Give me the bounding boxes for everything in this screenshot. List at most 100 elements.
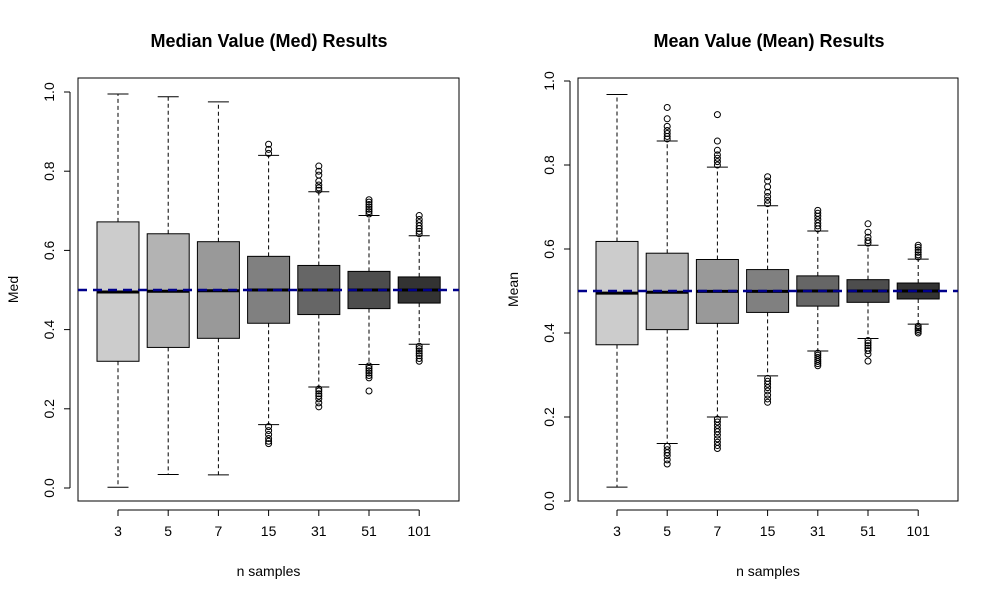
y-tick-label: 0.0 bbox=[541, 491, 557, 511]
outlier-point bbox=[814, 360, 822, 368]
outlier-point bbox=[663, 115, 671, 123]
outlier-point bbox=[663, 103, 671, 111]
outlier-point bbox=[265, 145, 273, 153]
outlier-point bbox=[265, 431, 273, 439]
outlier-point bbox=[914, 241, 922, 249]
outlier-point bbox=[315, 399, 323, 407]
outlier-point bbox=[365, 200, 373, 208]
outlier-point bbox=[315, 385, 323, 393]
outlier-point bbox=[713, 158, 721, 166]
outlier-point bbox=[415, 349, 423, 357]
y-axis-label: Med bbox=[5, 276, 21, 303]
x-tick-label: 7 bbox=[215, 523, 223, 539]
outlier-point bbox=[764, 173, 772, 181]
outlier-point bbox=[713, 435, 721, 443]
outlier-point bbox=[415, 230, 423, 238]
y-tick-label: 0.8 bbox=[541, 155, 557, 175]
x-tick-label: 15 bbox=[261, 523, 277, 539]
outlier-point bbox=[764, 380, 772, 388]
x-tick-label: 7 bbox=[714, 523, 722, 539]
outlier-point bbox=[315, 167, 323, 175]
outlier-point bbox=[365, 210, 373, 218]
outlier-point bbox=[315, 184, 323, 192]
chart-title: Mean Value (Mean) Results bbox=[653, 31, 884, 51]
box-15 bbox=[247, 140, 291, 448]
outlier-point bbox=[415, 342, 423, 350]
outlier-point bbox=[713, 111, 721, 119]
outlier-point bbox=[315, 395, 323, 403]
outlier-point bbox=[265, 427, 273, 435]
y-tick-label: 1.0 bbox=[541, 71, 557, 91]
outlier-point bbox=[914, 248, 922, 256]
outlier-point bbox=[713, 146, 721, 154]
outlier-point bbox=[663, 122, 671, 130]
outlier-point bbox=[365, 362, 373, 370]
chart-title: Median Value (Med) Results bbox=[150, 31, 387, 51]
chart-panel-1: Median Value (Med) Results 0.0 0.2 0.4 0.6 0.… bbox=[5, 31, 460, 579]
x-tick-label: 31 bbox=[810, 523, 826, 539]
outlier-point bbox=[663, 449, 671, 457]
outlier-point bbox=[265, 423, 273, 431]
box-51 bbox=[846, 220, 890, 365]
outlier-point bbox=[365, 369, 373, 377]
outlier-point bbox=[663, 452, 671, 460]
outlier-point bbox=[713, 161, 721, 169]
y-tick-label: 0.2 bbox=[541, 407, 557, 427]
outlier-point bbox=[814, 206, 822, 214]
y-axis-label: Mean bbox=[505, 272, 521, 307]
box-51 bbox=[347, 196, 391, 395]
y-tick-label: 0.4 bbox=[41, 320, 57, 340]
y-tick-label: 0.4 bbox=[541, 323, 557, 343]
outlier-point bbox=[864, 228, 872, 236]
chart-panel-2: Mean Value (Mean) Results 0.0 0.2 0.4 0.6 0.8… bbox=[505, 31, 959, 579]
outlier-point bbox=[713, 137, 721, 145]
box-15 bbox=[746, 173, 790, 406]
outlier-point bbox=[764, 384, 772, 392]
outlier-point bbox=[415, 355, 423, 363]
outlier-point bbox=[365, 372, 373, 380]
outlier-point bbox=[365, 367, 373, 375]
box-5 bbox=[645, 103, 689, 468]
outlier-point bbox=[315, 392, 323, 400]
outlier-point bbox=[415, 219, 423, 227]
outlier-point bbox=[864, 339, 872, 347]
outlier-point bbox=[914, 243, 922, 251]
outlier-point bbox=[914, 253, 922, 261]
outlier-point bbox=[914, 251, 922, 259]
outlier-point bbox=[864, 357, 872, 365]
outlier-point bbox=[415, 212, 423, 220]
x-tick-label: 101 bbox=[408, 523, 432, 539]
outlier-point bbox=[415, 357, 423, 365]
outlier-point bbox=[713, 151, 721, 159]
outlier-point bbox=[713, 442, 721, 450]
outlier-point bbox=[315, 177, 323, 185]
outlier-point bbox=[713, 154, 721, 162]
outlier-point bbox=[663, 460, 671, 468]
outlier-point bbox=[764, 200, 772, 208]
y-tick-label: 0.0 bbox=[41, 478, 57, 498]
x-axis-label: n samples bbox=[237, 563, 301, 579]
outlier-point bbox=[864, 237, 872, 245]
box-7 bbox=[196, 101, 240, 476]
outlier-point bbox=[764, 177, 772, 185]
outlier-point bbox=[663, 130, 671, 137]
outlier-point bbox=[713, 418, 721, 426]
outlier-point bbox=[764, 193, 772, 200]
box-5 bbox=[146, 96, 190, 476]
outlier-point bbox=[764, 188, 772, 196]
outlier-point bbox=[814, 362, 822, 370]
outlier-point bbox=[415, 347, 423, 355]
box-101 bbox=[896, 241, 940, 337]
outlier-point bbox=[365, 208, 373, 216]
outlier-point bbox=[864, 220, 872, 228]
outlier-point bbox=[265, 149, 273, 157]
outlier-point bbox=[365, 198, 373, 206]
outlier-point bbox=[315, 171, 323, 179]
outlier-point bbox=[315, 186, 323, 194]
outlier-point bbox=[914, 329, 922, 337]
outlier-point bbox=[365, 374, 373, 382]
outlier-point bbox=[663, 456, 671, 464]
x-tick-label: 31 bbox=[311, 523, 327, 539]
y-tick-label: 0.2 bbox=[41, 399, 57, 419]
